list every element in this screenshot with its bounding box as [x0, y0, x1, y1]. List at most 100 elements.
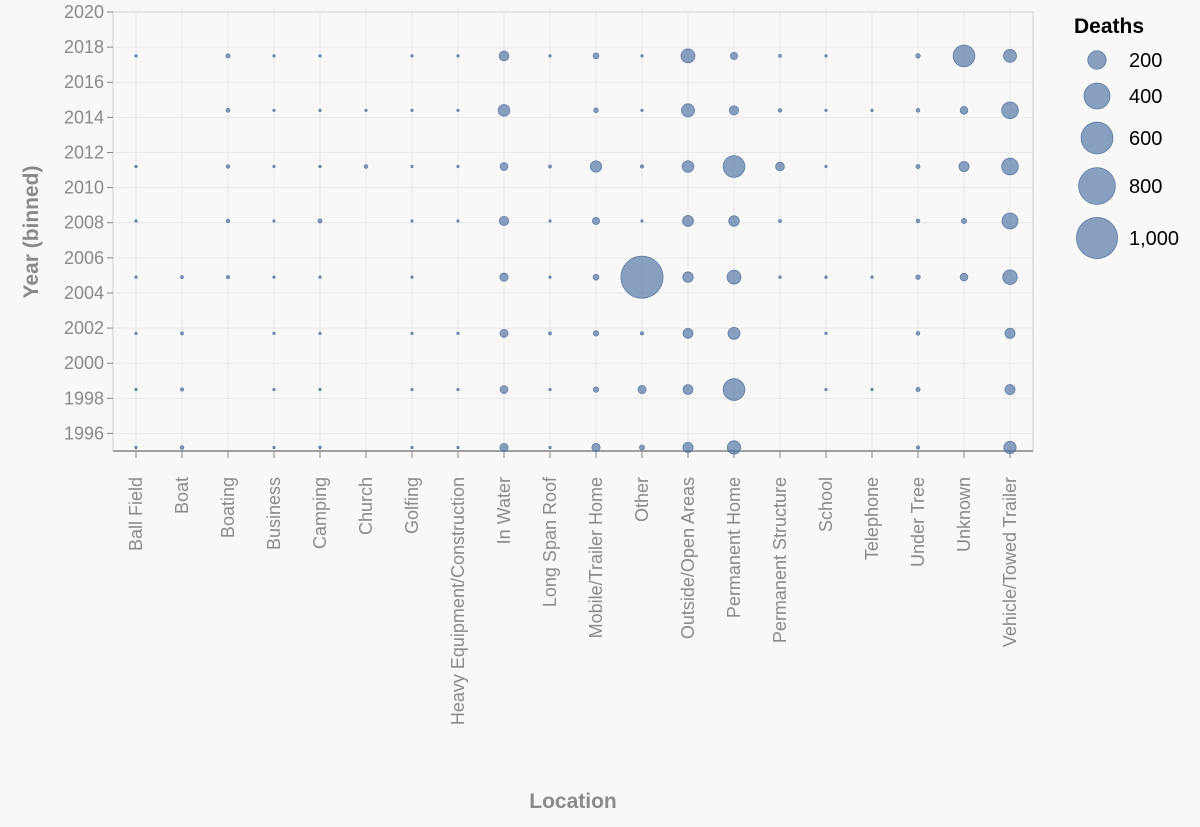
y-tick-label: 2016: [64, 72, 104, 92]
data-point: [915, 164, 921, 169]
y-tick-label: 2010: [64, 178, 104, 198]
x-tick-label: Mobile/Trailer Home: [586, 477, 606, 638]
data-point: [592, 386, 600, 393]
data-point: [1003, 440, 1017, 455]
data-point: [681, 160, 695, 173]
data-point: [592, 217, 600, 225]
data-point: [272, 164, 276, 169]
data-point: [318, 331, 322, 335]
y-tick-label: 2012: [64, 142, 104, 162]
legend-symbol: [1078, 167, 1116, 205]
data-point: [640, 108, 644, 112]
x-tick-label: Camping: [310, 477, 330, 549]
data-point: [682, 442, 694, 453]
data-point: [548, 387, 552, 392]
x-tick-label: School: [816, 477, 836, 532]
data-point: [499, 215, 509, 226]
y-axis-title: Year (binned): [20, 165, 43, 298]
data-point: [824, 54, 828, 58]
data-point: [915, 218, 921, 224]
y-tick-label: 2002: [64, 318, 104, 338]
data-point: [548, 275, 552, 279]
legend-title: Deaths: [1074, 15, 1144, 38]
data-point: [499, 162, 509, 171]
data-point: [1004, 327, 1016, 339]
data-point: [1001, 101, 1019, 120]
data-point: [824, 164, 828, 169]
data-point: [456, 164, 460, 169]
data-point: [620, 255, 664, 299]
data-point: [915, 53, 921, 59]
data-point: [272, 108, 276, 112]
y-tick-label: 2004: [64, 283, 104, 303]
data-point: [410, 164, 414, 169]
legend-label: 400: [1129, 86, 1162, 108]
legend: Deaths 200 400 600 800 1,000: [1074, 15, 1179, 259]
x-tick-label: Permanent Home: [724, 477, 744, 618]
x-tick-label: Church: [356, 477, 376, 535]
y-tick-label: 2020: [64, 2, 104, 22]
data-point: [456, 108, 460, 112]
x-tick-label: Unknown: [954, 477, 974, 552]
data-point: [682, 327, 694, 339]
data-point: [318, 54, 322, 58]
data-point: [1001, 212, 1019, 230]
data-point: [589, 160, 603, 173]
data-point: [640, 164, 644, 169]
data-point: [959, 106, 969, 115]
data-point: [778, 219, 782, 223]
x-tick-label: Permanent Structure: [770, 477, 790, 643]
x-axis-title: Location: [529, 790, 617, 813]
data-points: [134, 44, 1019, 455]
data-point: [497, 104, 511, 117]
data-point: [410, 331, 414, 335]
x-tick-label: Under Tree: [908, 477, 928, 567]
legend-symbol: [1087, 50, 1107, 70]
x-tick-label: Boating: [218, 477, 238, 538]
data-point: [179, 445, 185, 450]
data-point: [591, 442, 601, 452]
x-tick-label: Boat: [172, 477, 192, 514]
data-point: [499, 385, 509, 394]
y-tick-label: 2014: [64, 107, 104, 127]
data-point: [593, 107, 599, 113]
data-point: [915, 331, 921, 336]
y-tick-label: 2008: [64, 213, 104, 233]
data-point: [180, 387, 184, 392]
data-point: [134, 219, 138, 223]
legend-label: 200: [1129, 50, 1162, 72]
data-point: [680, 48, 696, 64]
x-axis-ticks: Ball Field Boat Boating Business Camping Chur…: [126, 451, 1020, 725]
data-point: [775, 161, 785, 172]
data-point: [456, 54, 460, 58]
data-point: [134, 54, 138, 58]
data-point: [1002, 269, 1018, 285]
data-point: [548, 54, 552, 58]
y-axis-ticks: 1996 1998 2000 2002 2004 2006 2008 2010 2012 2014…: [64, 2, 113, 443]
y-tick-label: 2000: [64, 353, 104, 373]
data-point: [824, 331, 828, 335]
data-point: [592, 273, 600, 281]
data-point: [1004, 384, 1016, 395]
data-point: [915, 108, 921, 113]
data-point: [272, 331, 276, 335]
data-point: [134, 445, 138, 450]
x-tick-label: In Water: [494, 477, 514, 544]
data-point: [499, 328, 509, 338]
data-point: [134, 387, 138, 392]
data-point: [272, 219, 276, 223]
data-point: [640, 219, 644, 223]
data-point: [456, 445, 460, 450]
data-point: [915, 387, 921, 392]
data-point: [592, 330, 600, 337]
data-point: [225, 218, 231, 224]
data-point: [961, 218, 967, 224]
x-tick-label: Long Span Roof: [540, 476, 560, 607]
data-point: [456, 331, 460, 335]
data-point: [722, 155, 746, 178]
y-tick-label: 2018: [64, 37, 104, 57]
legend-symbol: [1080, 121, 1114, 155]
data-point: [548, 445, 552, 450]
data-point: [363, 164, 369, 169]
